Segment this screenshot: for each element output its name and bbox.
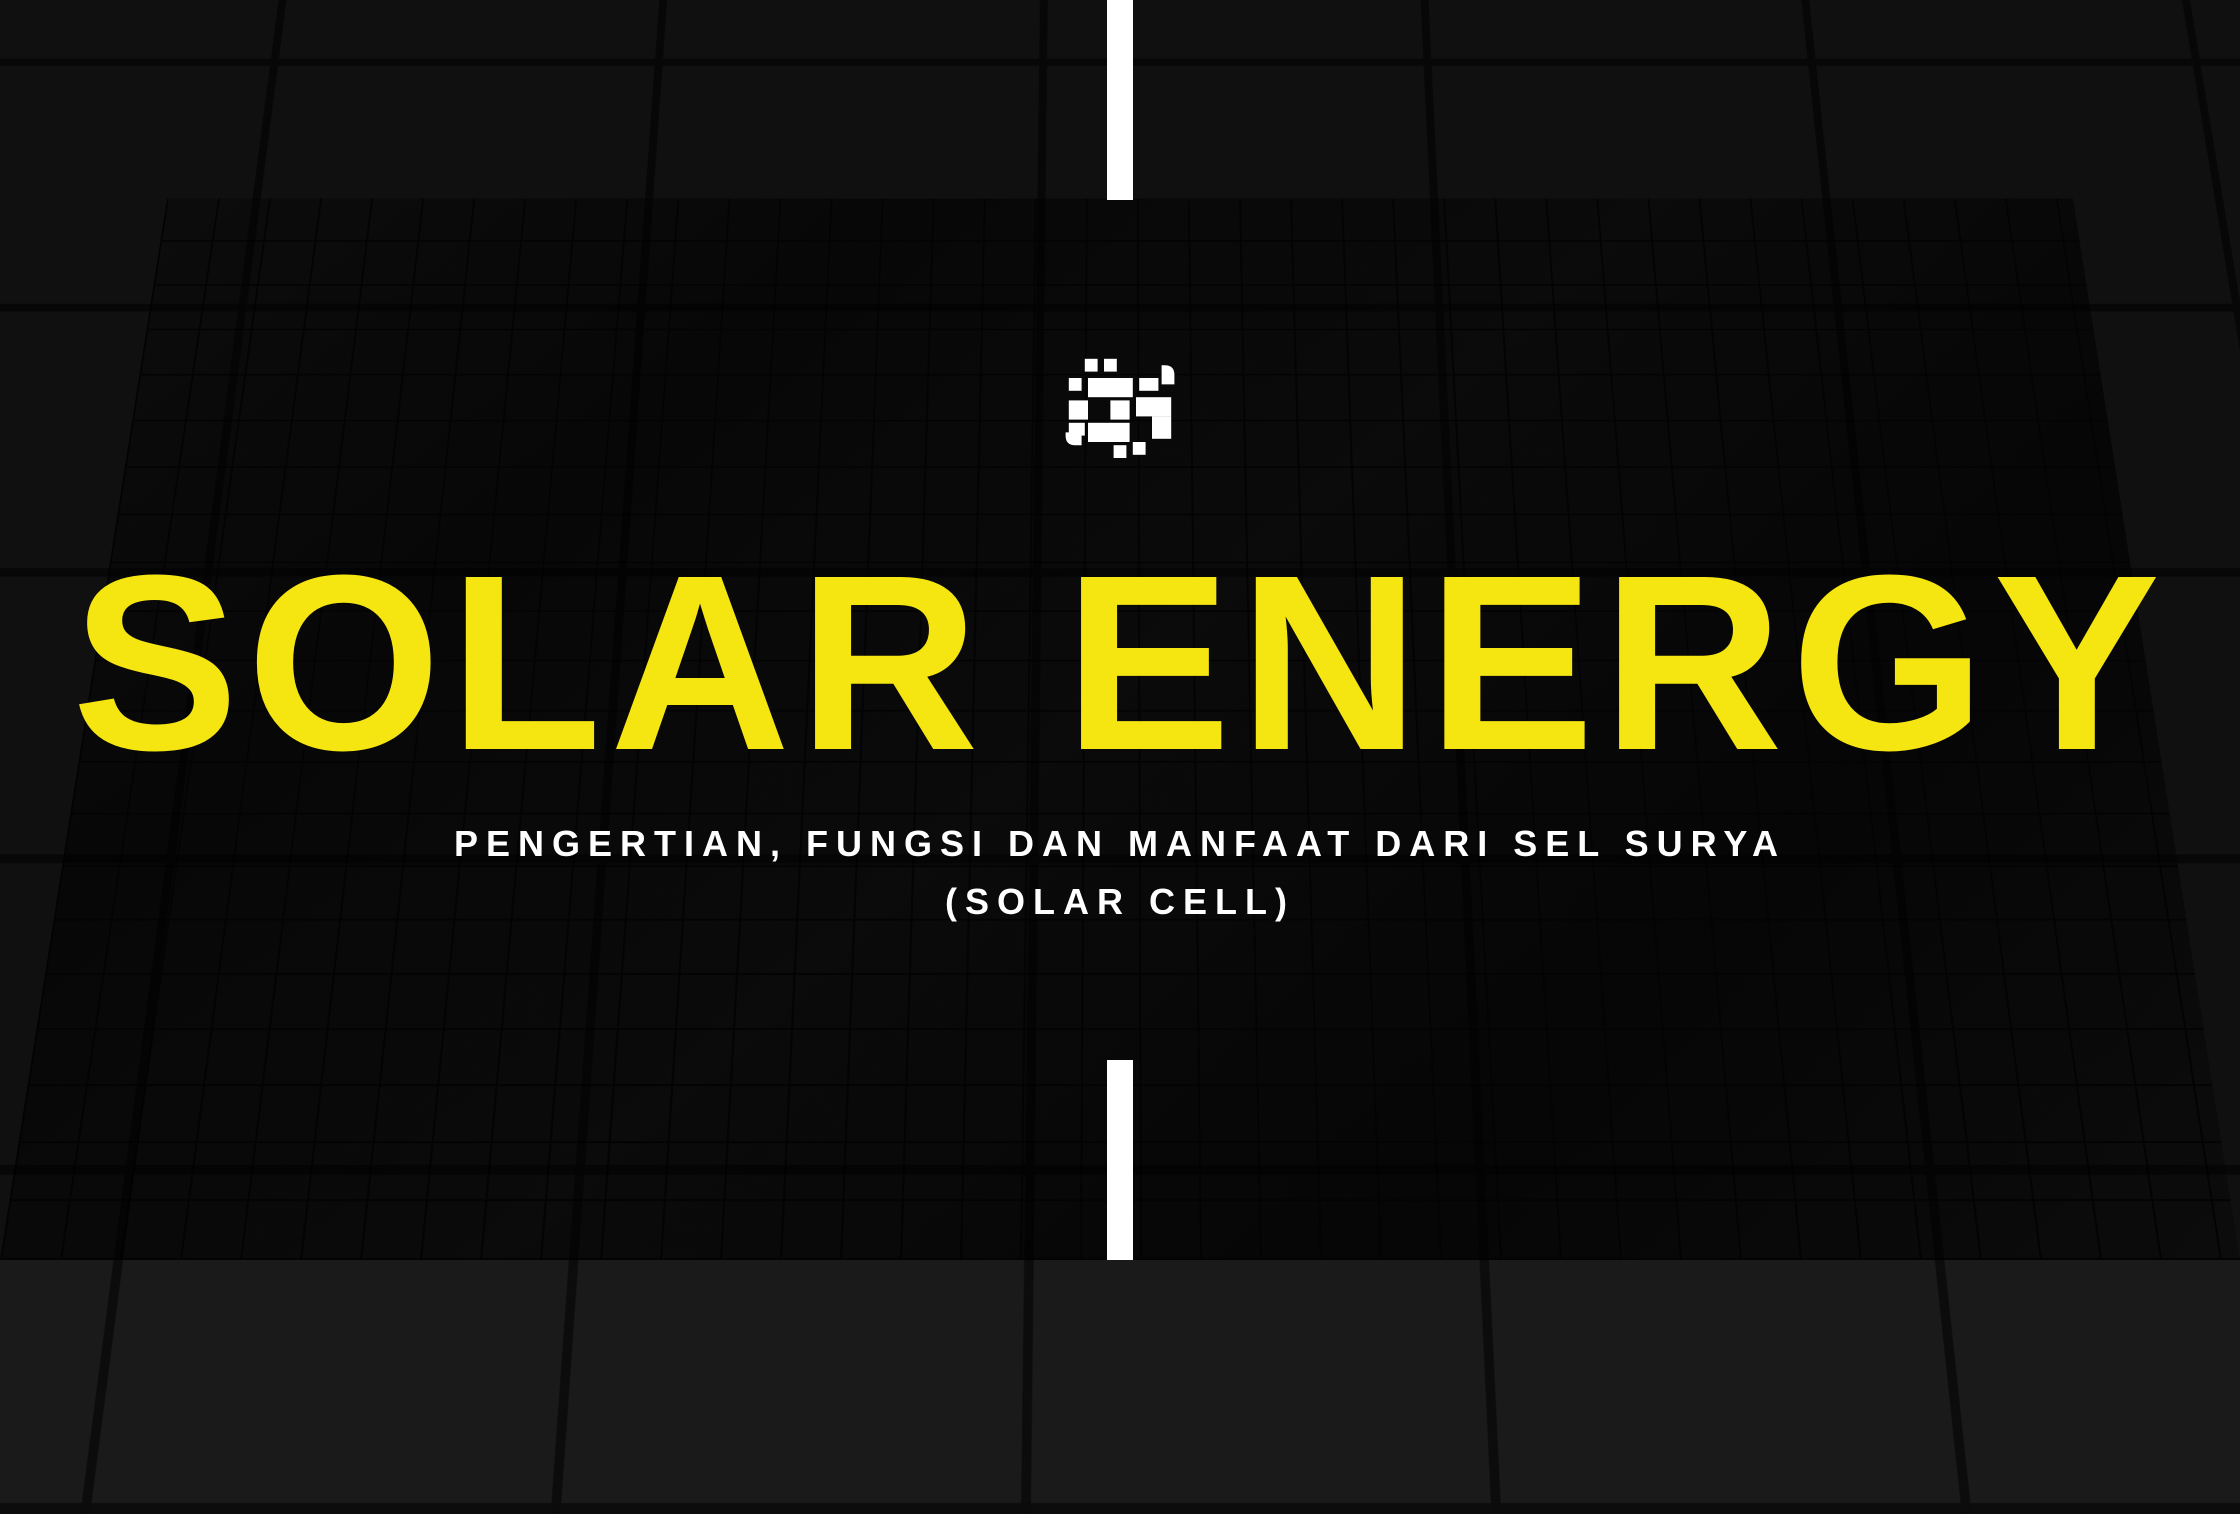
hero-content: SOLAR ENERGY PENGERTIAN, FUNGSI DAN MANF… (0, 0, 2240, 1260)
brand-logo-icon (1040, 330, 1200, 490)
subtitle-line-1: PENGERTIAN, FUNGSI DAN MANFAAT DARI SEL … (454, 815, 1786, 873)
hero-subtitle: PENGERTIAN, FUNGSI DAN MANFAAT DARI SEL … (454, 815, 1786, 930)
subtitle-line-2: (SOLAR CELL) (454, 873, 1786, 931)
hero-title: SOLAR ENERGY (72, 550, 2168, 775)
